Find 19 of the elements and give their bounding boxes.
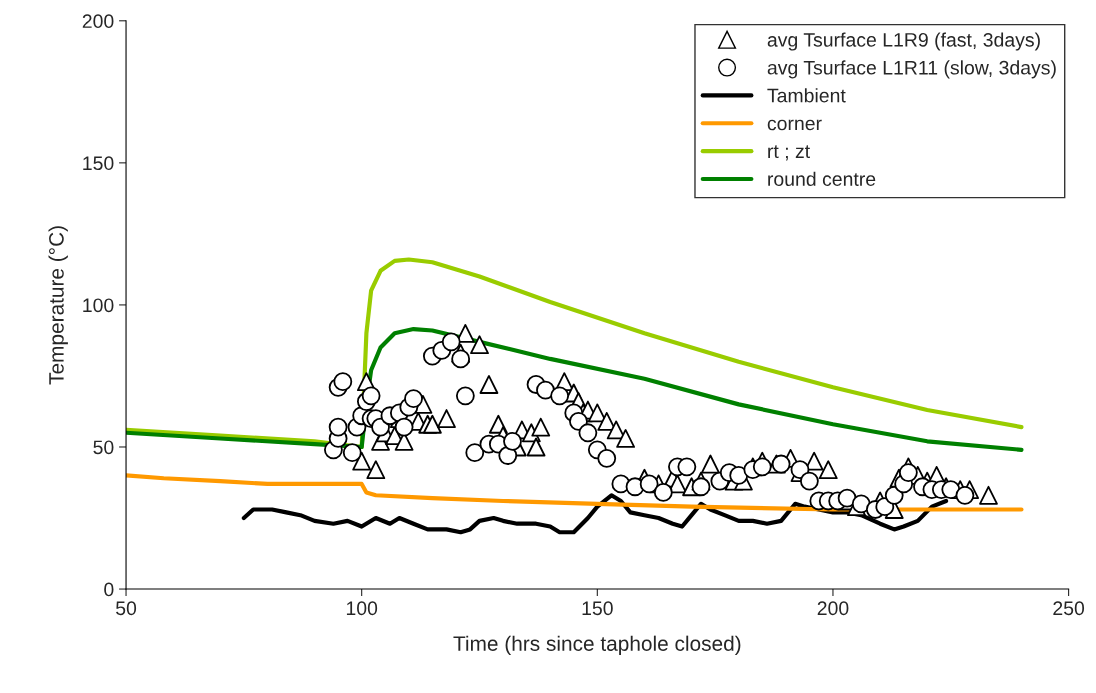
legend-label: avg Tsurface L1R11 (slow, 3days) bbox=[767, 60, 1056, 79]
x-tick-label: 250 bbox=[1053, 601, 1085, 616]
line-series bbox=[126, 473, 1024, 512]
legend-label: Tambient bbox=[767, 88, 846, 103]
y-tick-label: 200 bbox=[82, 14, 114, 29]
y-tick-label: 0 bbox=[104, 582, 114, 597]
legend-label: rt ; zt bbox=[768, 145, 810, 161]
x-tick-label: 50 bbox=[116, 601, 137, 616]
y-tick-label: 100 bbox=[83, 298, 114, 313]
x-tick-label: 100 bbox=[346, 601, 378, 616]
y-tick-label: 50 bbox=[93, 440, 114, 455]
y-axis-title: Temperature (°C) bbox=[48, 226, 68, 385]
x-tick-label: 150 bbox=[582, 601, 613, 616]
x-tick-label: 200 bbox=[817, 601, 849, 616]
legend-label: avg Tsurface L1R9 (fast, 3days) bbox=[767, 32, 1040, 51]
y-tick-label: 150 bbox=[83, 156, 114, 171]
legend-label: round centre bbox=[768, 171, 876, 186]
x-axis-title: Time (hrs since taphole closed) bbox=[453, 635, 741, 656]
legend-label: corner bbox=[767, 119, 822, 131]
